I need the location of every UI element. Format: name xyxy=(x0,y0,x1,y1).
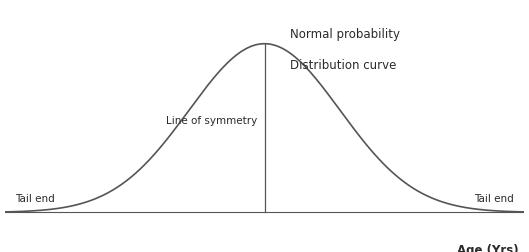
Text: Normal probability: Normal probability xyxy=(290,28,400,41)
Text: Line of symmetry: Line of symmetry xyxy=(166,115,258,125)
Text: Tail end: Tail end xyxy=(475,193,514,203)
Text: Tail end: Tail end xyxy=(15,193,54,203)
Text: Age (Yrs): Age (Yrs) xyxy=(458,243,519,252)
Text: Distribution curve: Distribution curve xyxy=(290,58,397,71)
